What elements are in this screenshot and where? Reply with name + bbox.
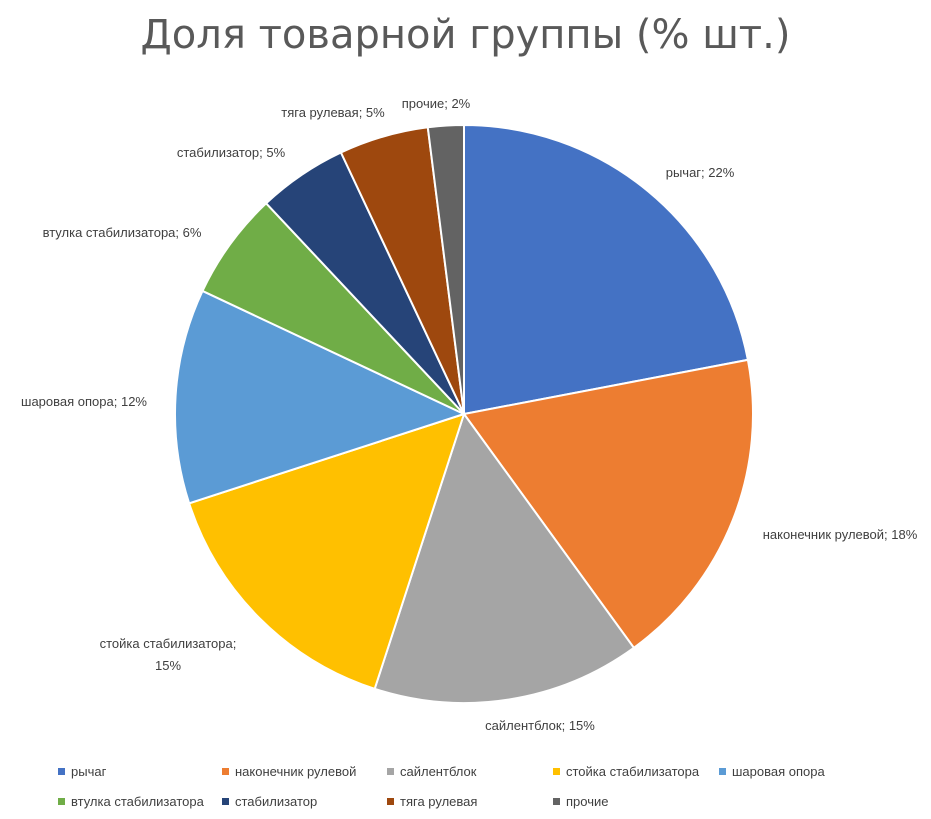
chart-title: Доля товарной группы (% шт.) [140,12,791,58]
legend-row-2: втулка стабилизатора стабилизатор тяга рул… [0,794,931,814]
legend-item-8: тяга рулевая [387,794,477,809]
legend-item-5: шаровая опора [719,764,825,779]
legend-swatch [387,798,394,805]
legend-item-7: стабилизатор [222,794,317,809]
legend-label: стойка стабилизатора [566,764,700,779]
legend-swatch [387,768,394,775]
legend-label: рычаг [71,764,107,779]
data-label-1: рычаг; 22% [666,165,735,180]
data-label-2: наконечник рулевой; 18% [763,527,918,542]
legend-item-4: стойка стабилизатора [553,764,699,779]
legend-item-6: втулка стабилизатора [58,794,204,809]
legend-swatch [58,768,65,775]
legend-item-1: рычаг [58,764,106,779]
data-label-8: тяга рулевая; 5% [281,105,385,120]
data-label-6: втулка стабилизатора; 6% [43,225,202,240]
data-label-9: прочие; 2% [402,96,471,111]
pie-slice-3 [373,411,636,704]
data-label-3: сайлентблок; 15% [485,718,595,733]
legend-label: втулка стабилизатора [71,794,204,809]
legend-swatch [719,768,726,775]
legend-swatch [58,798,65,805]
data-label-5: шаровая опора; 12% [21,394,147,409]
pie-slice-4 [187,412,466,691]
data-label-7: стабилизатор; 5% [177,145,286,160]
data-label-4: стойка стабилизатора; 15% [100,636,237,673]
legend-swatch [222,798,229,805]
pie-chart: рычаг; 22% наконечник рулевой; 18% сайлент… [21,96,918,733]
legend-item-3: сайлентблок [387,764,476,779]
pie-slice-9 [426,123,465,415]
legend-label: прочие [566,794,609,809]
legend-swatch [553,798,560,805]
legend-label: тяга рулевая [400,794,478,809]
legend-swatch [222,768,229,775]
legend-item-9: прочие [553,794,608,809]
legend-label: шаровая опора [732,764,825,779]
legend-row-1: рычаг наконечник рулевой сайлентблок стойка… [0,764,931,784]
legend-label: наконечник рулевой [235,764,357,779]
legend-label: сайлентблок [400,764,477,779]
pie-slice-1 [463,123,750,416]
pie-slice-2 [462,358,754,650]
legend-item-2: наконечник рулевой [222,764,356,779]
pie-slice-5 [174,289,467,505]
legend-label: стабилизатор [235,794,318,809]
legend-swatch [553,768,560,775]
